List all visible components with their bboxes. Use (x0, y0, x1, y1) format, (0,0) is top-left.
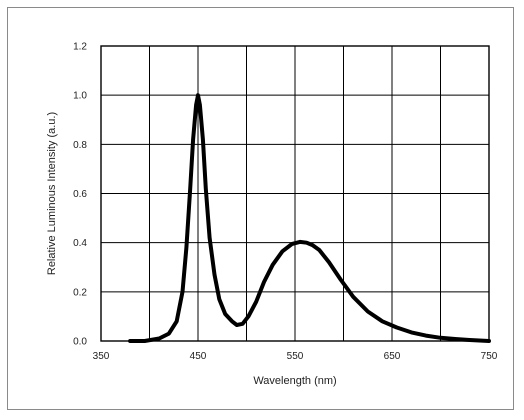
spectrum-curve (128, 93, 491, 343)
x-tick-label: 450 (190, 351, 207, 362)
y-axis-ticks: 0.0 0.2 0.4 0.6 0.8 1.0 1.2 (73, 42, 87, 348)
x-axis-label: Wavelength (nm) (253, 375, 336, 387)
chart-frame (7, 7, 514, 410)
x-axis-ticks: 350 450 550 650 750 (93, 351, 498, 362)
y-tick-label: 0.0 (73, 337, 87, 348)
y-axis-label: Relative Luminous Intensity (a.u.) (46, 112, 58, 275)
y-tick-label: 1.2 (73, 42, 87, 53)
x-tick-label: 750 (481, 351, 498, 362)
y-tick-label: 1.0 (73, 91, 87, 102)
grid (101, 46, 489, 341)
y-tick-label: 0.2 (73, 287, 87, 298)
x-tick-label: 350 (93, 351, 110, 362)
x-tick-label: 650 (384, 351, 401, 362)
y-tick-label: 0.4 (73, 238, 87, 249)
x-tick-label: 550 (287, 351, 304, 362)
y-tick-label: 0.8 (73, 140, 87, 151)
plot-border (100, 45, 490, 342)
y-tick-label: 0.6 (73, 189, 87, 200)
